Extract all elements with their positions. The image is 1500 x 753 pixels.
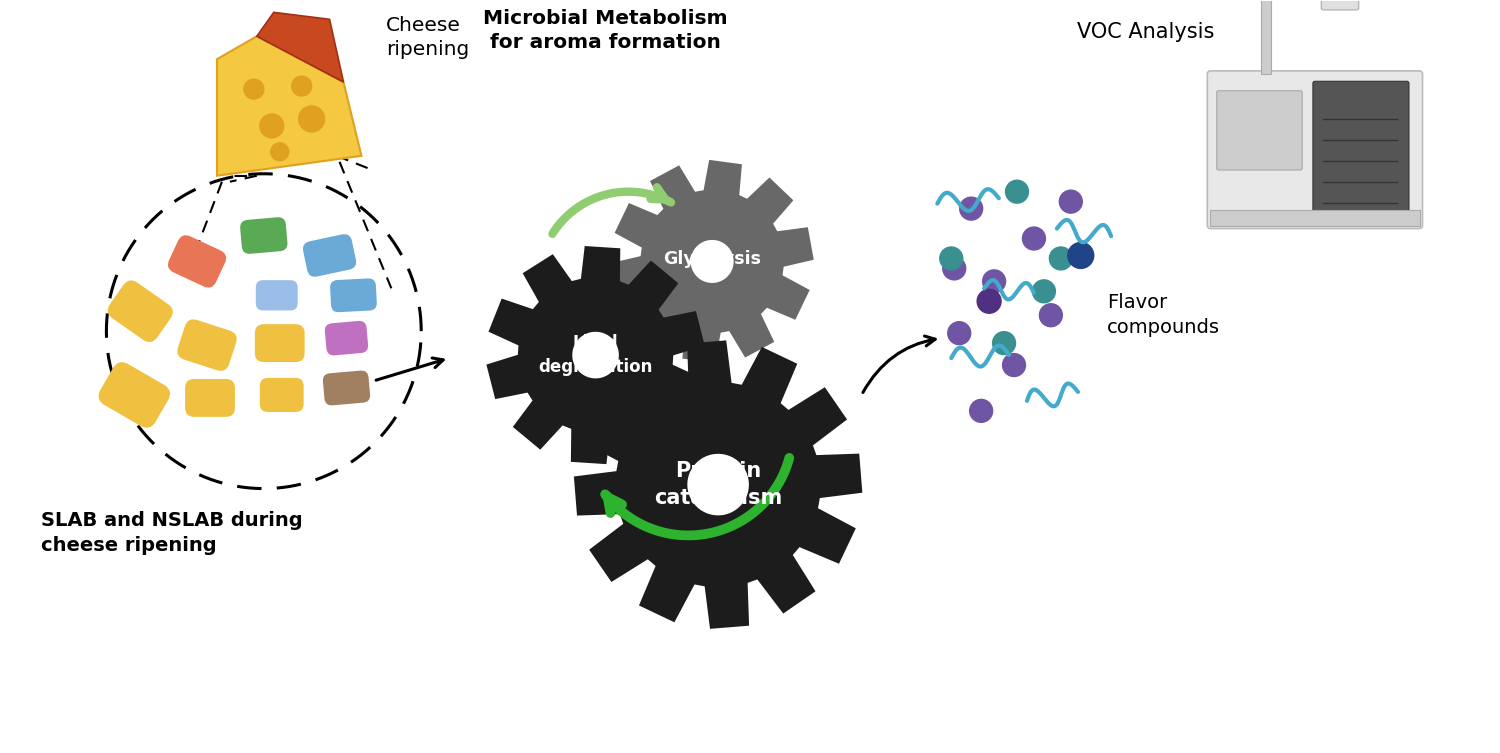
Circle shape: [969, 399, 993, 422]
Circle shape: [976, 289, 1000, 313]
Text: Flavor
compounds: Flavor compounds: [1107, 293, 1220, 337]
Polygon shape: [256, 12, 344, 82]
Circle shape: [1068, 242, 1094, 268]
Polygon shape: [574, 340, 862, 629]
Circle shape: [1059, 191, 1083, 213]
Circle shape: [260, 114, 284, 138]
Circle shape: [1023, 227, 1046, 250]
Circle shape: [1005, 180, 1029, 203]
Text: Lipid
degradation: Lipid degradation: [538, 334, 652, 376]
Circle shape: [244, 79, 264, 99]
Circle shape: [960, 197, 982, 220]
FancyBboxPatch shape: [1312, 81, 1408, 219]
Text: Glycolysis: Glycolysis: [663, 251, 760, 268]
FancyBboxPatch shape: [108, 280, 172, 342]
FancyBboxPatch shape: [326, 321, 368, 355]
Circle shape: [1050, 247, 1072, 270]
FancyBboxPatch shape: [168, 235, 226, 288]
Circle shape: [948, 322, 970, 345]
Polygon shape: [486, 246, 705, 464]
Circle shape: [1002, 354, 1026, 376]
Text: Microbial Metabolism
for aroma formation: Microbial Metabolism for aroma formation: [483, 9, 728, 52]
FancyBboxPatch shape: [260, 378, 303, 412]
Circle shape: [982, 270, 1005, 293]
Polygon shape: [687, 454, 748, 515]
FancyBboxPatch shape: [322, 370, 370, 405]
Text: Cheese
ripening: Cheese ripening: [387, 17, 470, 59]
Bar: [1260, 0, 1270, 74]
FancyBboxPatch shape: [1208, 71, 1422, 229]
Circle shape: [298, 106, 324, 132]
Circle shape: [993, 331, 1016, 355]
FancyBboxPatch shape: [177, 319, 237, 371]
Text: SLAB and NSLAB during
cheese ripening: SLAB and NSLAB during cheese ripening: [40, 511, 303, 554]
Text: Protein
catabolism: Protein catabolism: [654, 462, 782, 508]
FancyBboxPatch shape: [255, 325, 304, 362]
FancyBboxPatch shape: [303, 234, 355, 277]
FancyBboxPatch shape: [1216, 90, 1302, 170]
Polygon shape: [690, 240, 734, 283]
Circle shape: [1040, 303, 1062, 327]
Circle shape: [291, 76, 312, 96]
Polygon shape: [217, 36, 362, 175]
FancyBboxPatch shape: [99, 362, 170, 428]
FancyBboxPatch shape: [184, 379, 236, 417]
Polygon shape: [610, 160, 813, 363]
Circle shape: [272, 143, 288, 161]
FancyBboxPatch shape: [330, 279, 376, 312]
Text: VOC Analysis: VOC Analysis: [1077, 23, 1214, 42]
Circle shape: [1032, 280, 1056, 303]
FancyBboxPatch shape: [256, 280, 297, 310]
FancyBboxPatch shape: [240, 217, 288, 254]
Bar: [1210, 210, 1419, 226]
FancyBboxPatch shape: [1322, 0, 1359, 10]
Polygon shape: [573, 332, 620, 379]
Circle shape: [940, 247, 963, 270]
Circle shape: [944, 257, 966, 280]
